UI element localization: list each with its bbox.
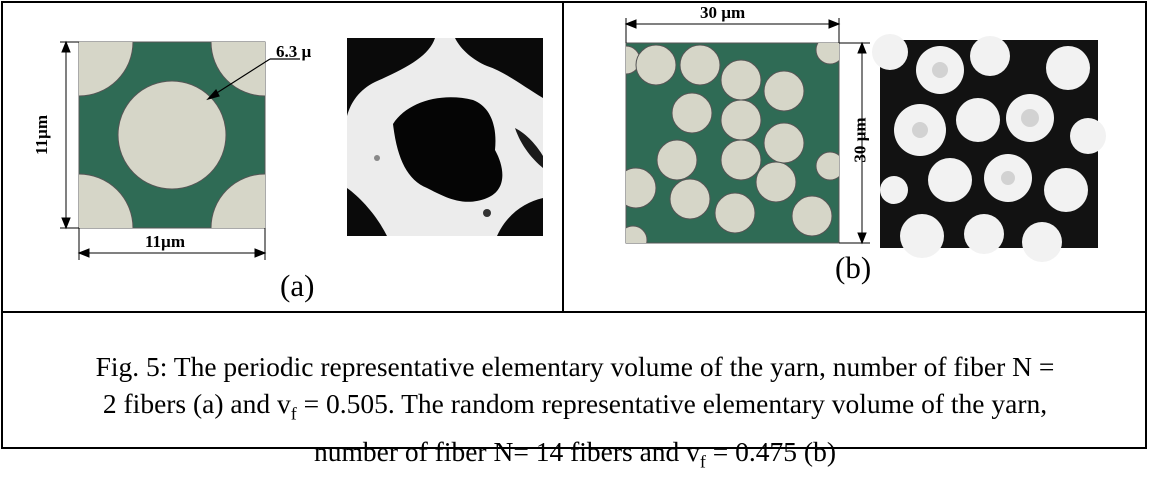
caption-line-2: 2 fibers (a) and vf = 0.505. The random … (0, 385, 1150, 433)
fiber (619, 226, 647, 254)
fiber (816, 36, 844, 64)
fiber (612, 46, 640, 74)
dim-height-label-b: 30 µm (851, 117, 871, 162)
fiber (636, 45, 676, 85)
fiber (816, 152, 844, 180)
panel-label-b: (b) (835, 250, 871, 286)
fiber (792, 196, 832, 236)
fiber (657, 140, 697, 180)
fiber (672, 93, 712, 133)
fiber (616, 168, 656, 208)
fiber (721, 100, 761, 140)
micrograph-b (880, 40, 1098, 248)
fiber (721, 60, 761, 100)
figure-caption: Fig. 5: The periodic representative elem… (0, 348, 1150, 480)
panel-label-a: (a) (280, 268, 314, 304)
fiber (680, 45, 720, 85)
dim-width-label-b: 30 µm (700, 3, 745, 23)
fiber (670, 179, 710, 219)
caption-line-1: Fig. 5: The periodic representative elem… (0, 348, 1150, 385)
fiber (715, 193, 755, 233)
fiber (764, 123, 804, 163)
fiber (721, 140, 761, 180)
fiber (756, 162, 796, 202)
fiber (764, 71, 804, 111)
caption-line-3: number of fiber N= 14 fibers and vf = 0.… (0, 433, 1150, 480)
